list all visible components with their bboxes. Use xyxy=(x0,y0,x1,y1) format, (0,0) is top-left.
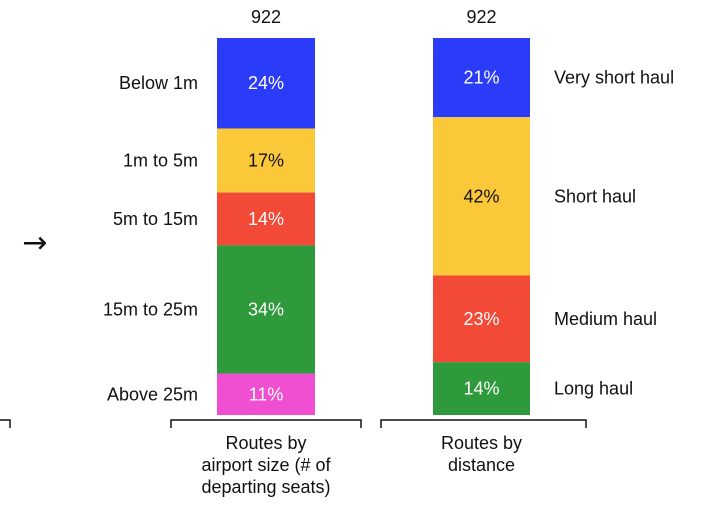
segment-value-label: 42% xyxy=(463,186,499,206)
column-total-label: 922 xyxy=(466,7,496,27)
column-axis-label: Routes by xyxy=(225,433,306,453)
segment-value-label: 11% xyxy=(249,384,284,404)
segment-value-label: 14% xyxy=(463,379,499,399)
column-axis-label: distance xyxy=(448,455,515,475)
left-axis-bracket-fragment xyxy=(0,419,11,428)
segment-value-label: 21% xyxy=(463,68,499,88)
column-axis-label: airport size (# of xyxy=(201,455,331,475)
segment-category-label: Long haul xyxy=(554,379,633,399)
bar-segment xyxy=(433,275,530,363)
segment-category-label: Very short haul xyxy=(554,68,674,88)
segment-value-label: 24% xyxy=(248,73,284,93)
segment-category-label: Medium haul xyxy=(554,309,657,329)
bar-segment xyxy=(217,128,315,193)
bar-segment xyxy=(433,117,530,276)
bar-segment xyxy=(217,245,315,374)
segment-value-label: 14% xyxy=(248,209,284,229)
segment-category-label: 5m to 15m xyxy=(113,209,198,229)
bar-segment xyxy=(433,362,530,415)
column-axis-label: departing seats) xyxy=(201,477,330,497)
segment-category-label: Below 1m xyxy=(119,73,198,93)
segment-category-label: Above 25m xyxy=(107,384,198,404)
bar-segment xyxy=(217,373,315,415)
column-total-label: 922 xyxy=(251,7,281,27)
column-axis-label: Routes by xyxy=(441,433,522,453)
segment-category-label: Short haul xyxy=(554,186,636,206)
column-axis-bracket xyxy=(380,419,587,428)
segment-value-label: 34% xyxy=(248,299,284,319)
column-axis-bracket xyxy=(170,419,362,428)
segment-value-label: 23% xyxy=(463,309,499,329)
arrow-icon: → xyxy=(22,226,47,261)
segment-value-label: 17% xyxy=(248,151,284,171)
bar-segment xyxy=(217,38,315,129)
segment-category-label: 15m to 25m xyxy=(103,299,198,319)
segment-category-label: 1m to 5m xyxy=(123,151,198,171)
bar-segment xyxy=(433,38,530,118)
bar-segment xyxy=(217,192,315,246)
